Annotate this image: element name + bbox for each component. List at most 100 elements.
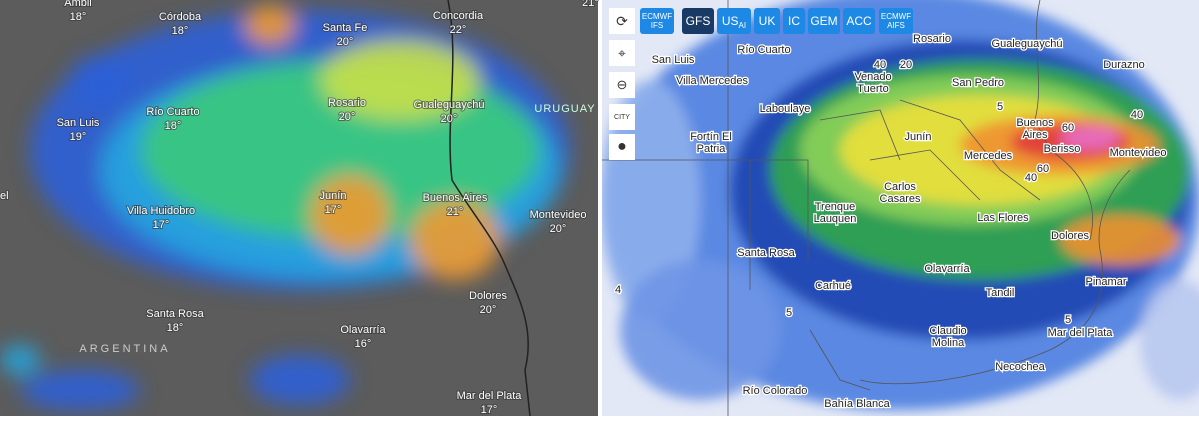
city-name: Río Cuarto: [146, 106, 199, 118]
city-name: Buenos Aires: [1016, 117, 1054, 141]
contour-label: 5: [1065, 314, 1071, 326]
city-name: Gualeguaychú: [414, 99, 485, 111]
city-temp: 19°: [70, 131, 87, 143]
city-name: Villa Huidobro: [127, 205, 195, 217]
location-button[interactable]: ⌖: [609, 40, 635, 66]
city-temp: 22°: [450, 24, 467, 36]
city-name: Tandil: [986, 287, 1015, 299]
model-button[interactable]: UK: [754, 8, 780, 34]
city-name: Montevideo: [1110, 147, 1167, 159]
model-label: IC: [788, 13, 800, 28]
city-name: Dolores: [469, 290, 507, 302]
city-name: Santa Fe: [323, 22, 368, 34]
precip-blob: [1060, 126, 1120, 150]
model-button[interactable]: GEM: [808, 8, 840, 34]
city-name: Montevideo: [530, 209, 587, 221]
city-name: Mar del Plata: [457, 390, 523, 402]
city-temp: 20°: [339, 111, 356, 123]
model-button[interactable]: IC: [783, 8, 805, 34]
city-label: CITY: [614, 113, 630, 121]
precip-blob: [620, 260, 780, 400]
model-label: US: [721, 13, 739, 28]
city-temp: 16°: [355, 338, 372, 350]
city-name: Olavarría: [924, 263, 970, 275]
city-name: Junín: [905, 131, 932, 143]
city-name: Santa Rosa: [146, 308, 204, 320]
city-temp: 20°: [441, 113, 458, 125]
city-temp: 18°: [70, 11, 87, 23]
contour-label: 40: [1131, 109, 1143, 121]
city-name: Santa Rosa: [737, 247, 795, 259]
divider: [598, 0, 602, 416]
contour-label: 4: [615, 284, 621, 296]
precip-blob: [310, 175, 390, 255]
city-name: Durazno: [1103, 59, 1145, 71]
city-name: Dolores: [1051, 230, 1089, 242]
city-name: Necochea: [995, 361, 1045, 373]
contour-label: 5: [997, 101, 1003, 113]
city-name: San Pedro: [952, 77, 1004, 89]
model-label: ACC: [846, 13, 872, 28]
city-name: San Luis: [652, 54, 695, 66]
model-label: GFS: [685, 13, 711, 28]
city-name: Rosario: [913, 33, 951, 45]
city-name: Rosario: [328, 97, 366, 109]
contour-label: 60: [1062, 122, 1074, 134]
precip-blob: [70, 55, 130, 105]
coastline: [447, 0, 531, 417]
city-name: Córdoba: [159, 11, 202, 23]
model-label: UK: [758, 13, 776, 28]
city-name: Buenos Aires: [423, 192, 488, 204]
model-label: GEM: [810, 13, 838, 28]
left-precip: [0, 5, 570, 410]
city-name: Ambil: [64, 0, 92, 9]
contour-label: 40: [874, 59, 886, 71]
model-label: ECMWF: [641, 12, 673, 21]
model-sublabel: AIFS: [887, 21, 905, 30]
city-button[interactable]: CITY: [609, 104, 635, 130]
model-button[interactable]: ECMWF IFS: [640, 8, 674, 34]
city-name: San Luis: [57, 117, 100, 129]
city-name: Concordia: [433, 10, 484, 22]
contour-label: 5: [786, 307, 792, 319]
city-name: Carhué: [815, 280, 851, 292]
city-name: Mercedes: [964, 150, 1013, 162]
city-name: Mar del Plata: [1048, 327, 1114, 339]
city-name: Venado Tuerto: [854, 71, 891, 95]
model-button[interactable]: ECMWF AIFS: [879, 8, 913, 34]
city-name: Villa Mercedes: [676, 75, 748, 87]
country-label: ARGENTINA: [79, 343, 170, 355]
precip-blob: [410, 200, 500, 280]
precip-blob: [20, 370, 140, 410]
precip-blob: [1140, 280, 1199, 400]
city-fragment: el: [0, 190, 9, 202]
borders: [602, 0, 1131, 416]
refresh-button[interactable]: ⟳: [609, 8, 635, 34]
precip-blob: [245, 5, 295, 45]
city-name: Las Flores: [977, 212, 1029, 224]
model-button[interactable]: US AI: [717, 8, 751, 34]
marker-button[interactable]: ●: [609, 134, 635, 160]
city-name: Fortín El Patria: [690, 131, 732, 155]
model-button[interactable]: ACC: [843, 8, 875, 34]
city-temp: 17°: [153, 219, 170, 231]
city-temp: 17°: [325, 204, 342, 216]
city-name: Bahía Blanca: [824, 398, 890, 410]
contour-label: 20: [900, 59, 912, 71]
city-name: Berisso: [1044, 143, 1081, 155]
precip-blob: [1060, 215, 1180, 265]
city-temp: 18°: [165, 120, 182, 132]
model-sublabel: IFS: [650, 21, 664, 30]
city-name: Río Cuarto: [737, 44, 790, 56]
model-button[interactable]: GFS: [682, 8, 714, 34]
precip-blob: [320, 40, 480, 120]
model-label: ECMWF: [880, 12, 912, 21]
city-name: Carlos Casares: [880, 181, 921, 205]
zoom-button[interactable]: ⊖: [609, 72, 635, 98]
city-name: Pinamar: [1086, 276, 1127, 288]
city-temp: 21°: [447, 206, 464, 218]
contour-label: 60: [1037, 163, 1049, 175]
city-temp: 20°: [480, 304, 497, 316]
